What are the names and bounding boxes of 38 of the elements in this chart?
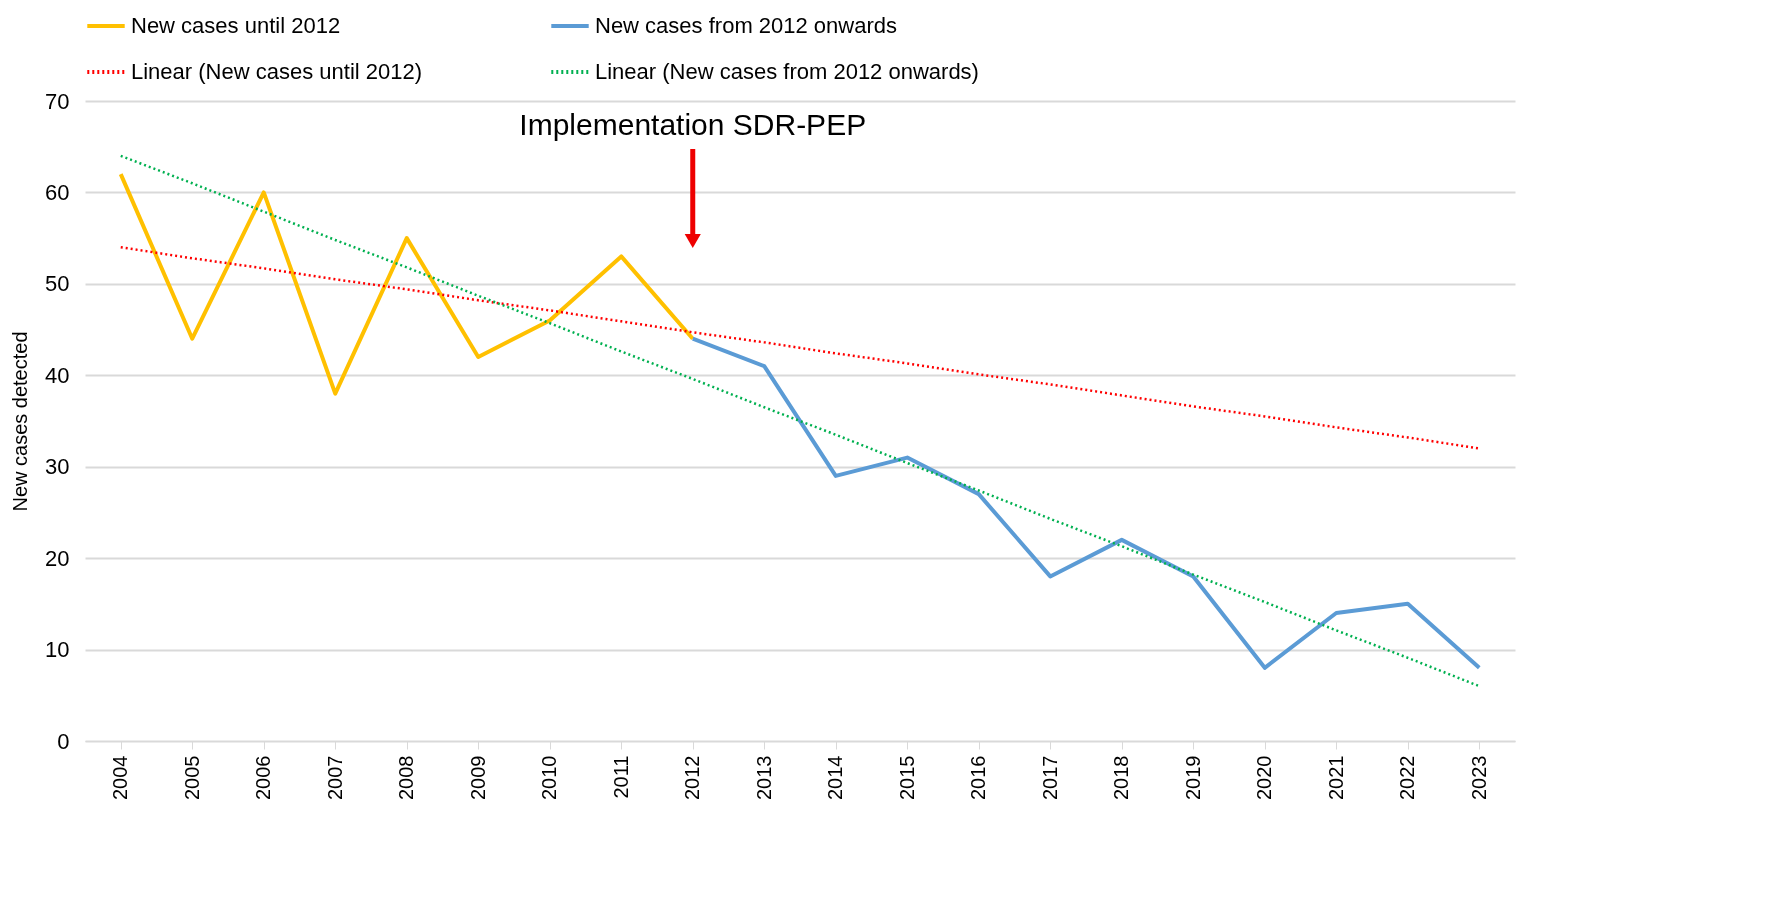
- line-series: [690, 336, 1482, 670]
- x-tick-label: 2011: [609, 755, 632, 799]
- y-tick-label: 0: [57, 728, 70, 754]
- line-series: [119, 246, 1481, 450]
- x-tick-label: 2007: [323, 755, 346, 800]
- line-series: [119, 154, 1481, 688]
- x-tick-label: 2022: [1396, 755, 1419, 800]
- legend-label: Linear (New cases from 2012 onwards): [595, 59, 979, 84]
- x-tick-label: 2004: [109, 755, 132, 800]
- x-tick-label: 2023: [1467, 755, 1490, 800]
- x-tick-label: 2016: [967, 755, 990, 800]
- legend-label: New cases until 2012: [131, 13, 341, 38]
- y-tick-label: 40: [45, 362, 70, 388]
- x-tick-label: 2014: [824, 755, 847, 800]
- x-tick-label: 2005: [180, 755, 203, 800]
- x-tick-label: 2008: [395, 755, 418, 800]
- y-tick-label: 60: [45, 179, 70, 205]
- x-tick-label: 2020: [1253, 755, 1276, 800]
- x-tick-label: 2006: [252, 755, 275, 800]
- y-axis-title: New cases detected: [9, 331, 32, 512]
- annotation: Implementation SDR-PEP: [519, 108, 867, 141]
- x-tick-label: 2009: [466, 755, 489, 800]
- x-tick-label: 2013: [752, 755, 775, 800]
- y-tick-label: 70: [45, 88, 70, 114]
- x-tick-label: 2010: [538, 755, 561, 800]
- line-series: [118, 172, 695, 396]
- x-tick-label: 2015: [895, 755, 918, 800]
- x-tick-label: 2018: [1110, 755, 1133, 800]
- y-tick-label: 10: [45, 637, 70, 663]
- legend-label: Linear (New cases until 2012): [131, 59, 423, 84]
- x-tick-label: 2017: [1038, 755, 1061, 800]
- y-tick-label: 20: [45, 545, 70, 571]
- x-tick-label: 2012: [681, 755, 704, 800]
- y-tick-label: 50: [45, 271, 70, 297]
- legend-label: New cases from 2012 onwards: [595, 13, 898, 38]
- x-tick-label: 2021: [1324, 755, 1347, 800]
- x-tick-label: 2019: [1181, 755, 1204, 800]
- y-tick-label: 30: [45, 454, 70, 480]
